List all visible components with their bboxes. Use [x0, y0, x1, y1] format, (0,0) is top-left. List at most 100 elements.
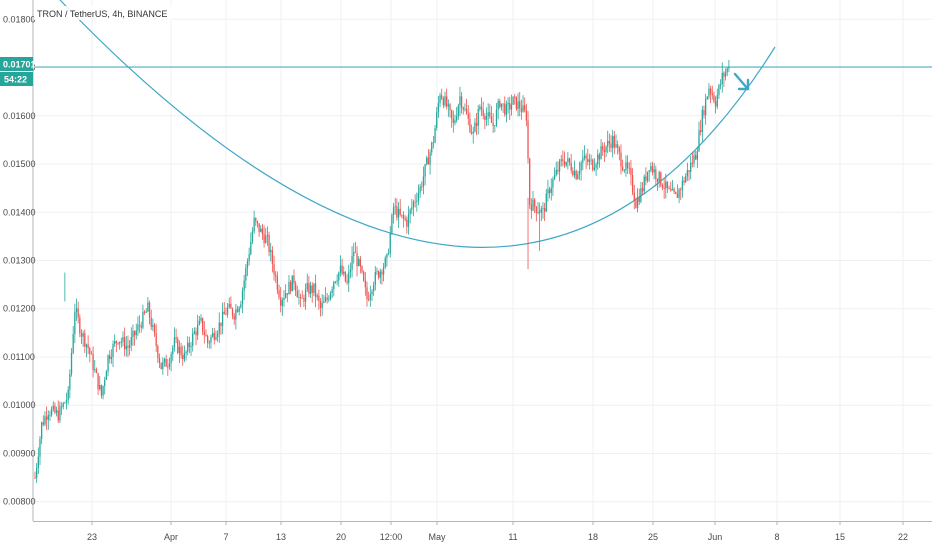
- candle-up: [658, 172, 660, 182]
- candle-up: [718, 85, 720, 96]
- candle-up: [197, 324, 199, 336]
- candle-down: [691, 162, 694, 164]
- candle-up: [640, 188, 642, 202]
- candle-up: [321, 302, 323, 308]
- drawings[interactable]: [33, 0, 932, 248]
- candle-down: [109, 355, 111, 360]
- candle-up: [555, 169, 557, 176]
- candle-up: [379, 271, 381, 278]
- candle-down: [462, 107, 464, 110]
- candle-down: [148, 302, 151, 318]
- candle-up: [646, 171, 649, 181]
- candle-up: [552, 179, 554, 188]
- candle-down: [441, 95, 443, 99]
- x-tick-label: 7: [223, 532, 228, 542]
- candle-down: [402, 214, 405, 219]
- candle-up: [304, 289, 307, 302]
- candle-up: [382, 267, 385, 275]
- candle-down: [406, 219, 408, 227]
- candle-up: [47, 415, 49, 420]
- candle-up: [105, 371, 108, 380]
- candle-up: [376, 271, 378, 273]
- candle-up: [246, 260, 249, 268]
- y-tick-label: 0.01500: [3, 159, 36, 169]
- candle-up: [474, 122, 476, 132]
- x-tick-label: 20: [336, 532, 346, 542]
- candle-down: [293, 275, 295, 284]
- candle-down: [220, 322, 222, 327]
- candle-down: [381, 271, 383, 275]
- last-price-badge: 0.01701 54:22: [0, 57, 36, 86]
- candle-up: [696, 151, 698, 160]
- candle-up: [507, 103, 509, 105]
- candle-down: [414, 201, 416, 203]
- candle-up: [424, 164, 426, 177]
- candle-down: [278, 290, 280, 298]
- x-tick-label: Jun: [708, 532, 723, 542]
- candle-up: [288, 282, 290, 295]
- candle-up: [99, 385, 101, 390]
- candle-up: [701, 109, 703, 132]
- candle-up: [240, 304, 242, 308]
- y-tick-label: 0.01400: [3, 207, 36, 217]
- candle-up: [44, 416, 46, 425]
- candle-up: [114, 341, 116, 345]
- candle-up: [636, 197, 639, 208]
- candle-up: [464, 108, 466, 110]
- candle-up: [221, 311, 224, 327]
- candle-down: [446, 96, 448, 107]
- candle-up: [726, 68, 728, 73]
- candle-up: [200, 317, 202, 321]
- candle-up: [389, 232, 391, 254]
- y-tick-label: 0.00900: [3, 448, 36, 458]
- candle-up: [353, 252, 355, 256]
- candle-up: [132, 331, 134, 338]
- candle-down: [515, 96, 518, 110]
- candle-down: [294, 283, 297, 291]
- candle-up: [69, 373, 71, 390]
- candle-up: [145, 311, 147, 313]
- candle-up: [386, 254, 388, 258]
- candle-up: [372, 284, 375, 292]
- candle-down: [356, 252, 358, 266]
- candle-up: [215, 337, 217, 340]
- candle-up: [187, 342, 189, 352]
- candle-down: [138, 324, 141, 326]
- candle-down: [143, 311, 146, 313]
- candle-up: [686, 170, 689, 177]
- candle-down: [525, 110, 528, 121]
- candle-down: [311, 285, 313, 293]
- candle-up: [409, 209, 411, 215]
- candle-down: [562, 159, 564, 162]
- candle-up: [216, 333, 219, 338]
- y-tick-label: 0.01000: [3, 400, 36, 410]
- candle-down: [700, 130, 702, 132]
- candle-up: [52, 405, 54, 410]
- candle-up: [459, 96, 461, 106]
- candle-down: [568, 158, 571, 163]
- candle-down: [202, 317, 204, 332]
- candle-up: [39, 438, 41, 457]
- candle-up: [550, 187, 552, 193]
- candle-down: [676, 194, 679, 198]
- candle-up: [238, 307, 240, 312]
- candle-up: [429, 152, 431, 165]
- candle-up: [235, 309, 237, 320]
- candle-down: [492, 122, 494, 126]
- candle-down: [346, 281, 348, 283]
- candle-down: [608, 141, 611, 144]
- price-axis[interactable]: 0.00800 0.00900 0.01000 0.01100 0.01200 0.013…: [3, 14, 36, 506]
- candle-down: [449, 104, 451, 111]
- candle-down: [256, 221, 259, 224]
- candle-down: [432, 142, 435, 144]
- candle-up: [665, 181, 667, 189]
- candle-up: [615, 144, 617, 148]
- candle-down: [527, 120, 529, 159]
- candle-up: [495, 109, 498, 126]
- candle-up: [245, 267, 247, 281]
- candle-down: [225, 314, 227, 316]
- candle-down: [709, 88, 712, 94]
- candle-down: [530, 204, 532, 211]
- time-axis[interactable]: 23 Apr 7 13 20 12:00 May 11 18 25 Jun 8 15 22: [87, 521, 908, 542]
